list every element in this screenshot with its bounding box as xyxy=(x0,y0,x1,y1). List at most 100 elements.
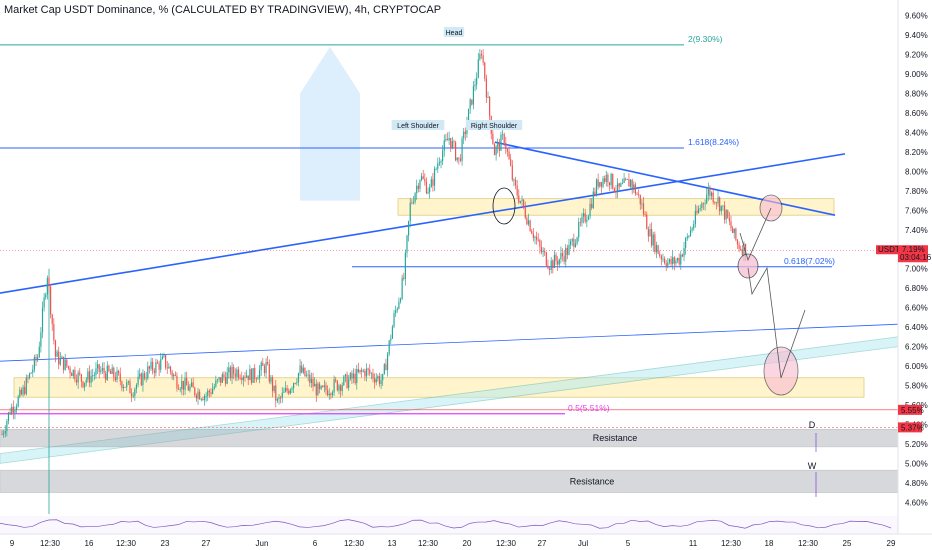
candle-body xyxy=(501,134,504,136)
candle-body xyxy=(579,222,581,224)
time-tick-label: 23 xyxy=(161,539,170,548)
price-tick-label: 6.40% xyxy=(905,323,928,332)
candle-body xyxy=(205,395,207,397)
candle-body xyxy=(195,394,197,399)
candle-body xyxy=(357,369,359,373)
candle-body xyxy=(417,185,419,189)
candle-body xyxy=(736,239,739,245)
candle-body xyxy=(267,362,269,365)
candle-body xyxy=(54,340,57,357)
candle-body xyxy=(351,373,353,379)
price-tick-label: 9.20% xyxy=(905,51,928,60)
candle-body xyxy=(433,168,436,186)
candle-body xyxy=(550,260,552,270)
candle-body xyxy=(359,369,361,373)
time-tick-label: 12:30 xyxy=(116,539,137,548)
candle-body xyxy=(536,236,538,240)
candle-body xyxy=(605,174,607,182)
candle-body xyxy=(414,193,416,202)
time-tick-label: 13 xyxy=(388,539,397,548)
candle-body xyxy=(192,382,194,388)
candle-body xyxy=(403,277,405,279)
candle-body xyxy=(587,216,590,220)
candle-body xyxy=(740,248,742,250)
point-w-label: W xyxy=(808,461,817,471)
price-tick-label: 7.40% xyxy=(905,226,928,235)
candle-body xyxy=(92,375,94,377)
candle-body xyxy=(527,220,530,225)
candle-body xyxy=(560,253,562,260)
candle-body xyxy=(276,398,278,401)
candle-body xyxy=(391,326,394,339)
candle-body xyxy=(463,131,465,139)
price-tick-label: 7.60% xyxy=(905,206,928,215)
candle-body xyxy=(317,383,319,396)
time-tick-label: 16 xyxy=(85,539,94,548)
candle-body xyxy=(270,377,272,382)
candle-body xyxy=(118,370,120,374)
candle-body xyxy=(563,256,565,262)
candle-body xyxy=(168,366,170,369)
candle-body xyxy=(582,213,585,217)
candle-body xyxy=(246,375,248,378)
fib-level-label: 0.618(7.02%) xyxy=(784,256,835,266)
candle-body xyxy=(586,219,588,222)
candle-body xyxy=(43,297,45,308)
candle-body xyxy=(722,205,724,207)
candle-body xyxy=(568,244,570,255)
time-axis[interactable]: 9 12:30 16 12:30 23 27 Jun 6 12:30 13 12:30 20 12:30… xyxy=(0,533,932,548)
candle-body xyxy=(526,217,528,225)
candle-body xyxy=(395,310,397,314)
candle-body xyxy=(427,192,429,194)
candle-body xyxy=(728,217,730,222)
candle-body xyxy=(660,256,662,260)
candle-body xyxy=(241,378,243,381)
candle-body xyxy=(35,357,37,361)
symbol-tag: USDT.D xyxy=(878,245,907,254)
candle-body xyxy=(592,191,594,209)
candle-body xyxy=(131,393,133,397)
candle-body xyxy=(163,355,165,357)
candle-body xyxy=(497,142,499,147)
candle-body xyxy=(325,385,327,391)
candle-body xyxy=(233,366,235,374)
candle-body xyxy=(271,377,274,392)
candle-body xyxy=(675,260,677,264)
candle-body xyxy=(416,185,418,194)
candle-body xyxy=(523,199,525,208)
price-tick-label: 6.00% xyxy=(905,362,928,371)
time-tick-label: 20 xyxy=(463,539,472,548)
candle-body xyxy=(11,406,13,414)
candle-body xyxy=(25,377,27,395)
left-shoulder-label: Left Shoulder xyxy=(397,123,439,130)
candle-body xyxy=(702,203,705,205)
candle-body xyxy=(207,390,209,396)
time-tick-label: 12:30 xyxy=(40,539,61,548)
candle-body xyxy=(467,108,470,124)
candle-body xyxy=(260,362,262,370)
point-d-label: D xyxy=(809,420,816,430)
candle-body xyxy=(249,369,251,381)
candle-body xyxy=(673,257,675,264)
candle-body xyxy=(725,210,727,220)
candle-body xyxy=(250,369,253,383)
candle-body xyxy=(184,377,186,390)
candle-body xyxy=(362,370,364,372)
candle-body xyxy=(516,185,518,196)
candle-body xyxy=(485,78,487,98)
candle-body xyxy=(223,374,225,378)
resistance-zone xyxy=(0,469,899,493)
candle-body xyxy=(511,165,513,180)
candle-body xyxy=(730,221,732,229)
candle-body xyxy=(448,137,450,141)
candle-body xyxy=(372,373,374,379)
candle-body xyxy=(432,179,434,186)
candle-body xyxy=(544,251,546,253)
candle-body xyxy=(489,96,491,116)
candle-body xyxy=(228,367,230,373)
candle-body xyxy=(273,385,275,392)
candle-body xyxy=(548,268,551,270)
price-axis[interactable]: 9.60% 9.40% 9.20% 9.00% 8.80% 8.60% 8.40% 8.20%… xyxy=(876,0,932,550)
